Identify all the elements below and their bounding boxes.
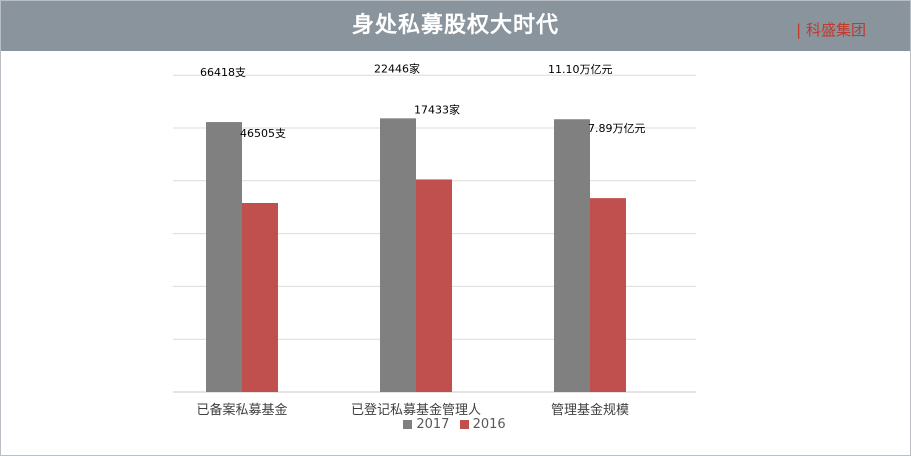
bar-2016-2 bbox=[590, 198, 626, 392]
chart-bars bbox=[206, 118, 626, 393]
bar-2017-1 bbox=[380, 118, 416, 393]
legend-item-2017: 2017 bbox=[403, 417, 449, 432]
chart-data-labels: 66418支 46505支 22446家 17433家 11.10万亿元 7.89万亿元 bbox=[200, 61, 646, 140]
bar-2016-0 bbox=[242, 202, 278, 392]
category-label-1: 已登记私募基金管理人 bbox=[351, 402, 481, 418]
data-label-2017-1: 22446家 bbox=[374, 61, 420, 75]
legend-label-2016: 2016 bbox=[472, 417, 506, 432]
legend-swatch-2016 bbox=[459, 420, 469, 429]
data-label-2016-1: 17433家 bbox=[414, 102, 460, 116]
page-title: 身处私募股权大时代 bbox=[351, 13, 559, 38]
bar-2017-2 bbox=[554, 119, 590, 393]
data-label-2016-0: 46505支 bbox=[240, 127, 286, 140]
chart-category-labels: 已备案私募基金 已登记私募基金管理人 管理基金规模 bbox=[196, 402, 629, 418]
bar-2017-0 bbox=[206, 122, 242, 392]
category-label-2: 管理基金规模 bbox=[551, 402, 629, 418]
legend-label-2017: 2017 bbox=[416, 417, 450, 432]
data-label-2017-2: 11.10万亿元 bbox=[548, 63, 613, 76]
data-label-2017-0: 66418支 bbox=[200, 66, 246, 79]
bar-2016-1 bbox=[416, 179, 452, 392]
legend-item-2016: 2016 bbox=[459, 417, 506, 432]
data-label-2016-2: 7.89万亿元 bbox=[588, 122, 646, 135]
header-bar: 身处私募股权大时代 | 科盛集团 bbox=[1, 1, 910, 51]
brand-label: | 科盛集团 bbox=[796, 21, 866, 39]
category-label-0: 已备案私募基金 bbox=[196, 402, 287, 418]
legend-swatch-2017 bbox=[403, 420, 413, 429]
chart-legend: 2017 2016 bbox=[0, 417, 909, 433]
